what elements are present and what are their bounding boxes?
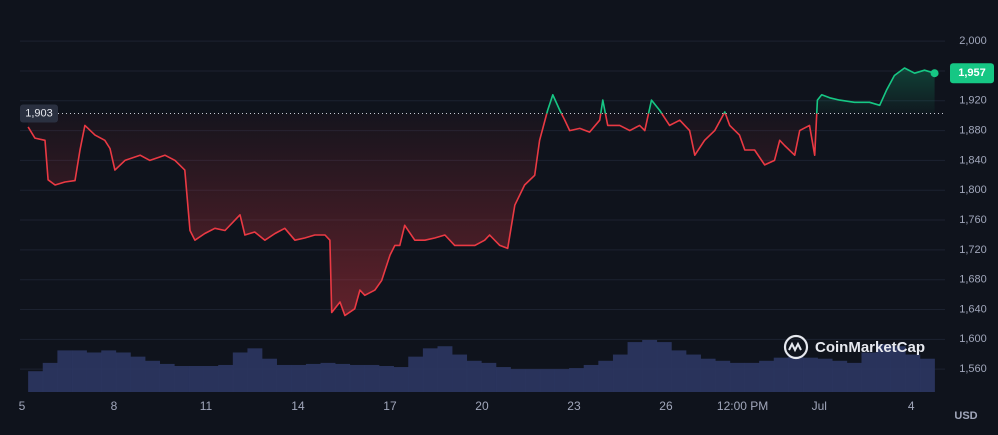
x-tick-label: 23 xyxy=(567,399,581,413)
volume-bar xyxy=(379,366,394,392)
y-tick-label: 1,680 xyxy=(959,274,987,286)
volume-bar xyxy=(832,360,848,392)
price-line xyxy=(27,67,935,317)
volume-bar xyxy=(788,356,804,392)
volume-bar xyxy=(627,342,643,392)
volume-bar xyxy=(876,344,892,392)
baseline-label-box xyxy=(20,104,58,123)
volume-bar xyxy=(642,340,658,392)
volume-bar xyxy=(335,363,351,392)
y-tick-label: 1,880 xyxy=(959,125,987,137)
volume-bar xyxy=(583,364,599,392)
currency-label: USD xyxy=(954,410,977,422)
volume-bar xyxy=(525,369,541,392)
volume-bar xyxy=(452,354,468,392)
volume-bar xyxy=(846,362,862,392)
x-tick-label: 5 xyxy=(19,399,26,413)
x-tick-label: 8 xyxy=(111,399,118,413)
volume-bar xyxy=(817,358,833,392)
volume-bar xyxy=(71,350,87,392)
volume-bar xyxy=(57,350,73,392)
volume-bar xyxy=(569,368,584,392)
y-tick-label: 1,720 xyxy=(959,244,987,256)
y-tick-label: 1,760 xyxy=(959,214,987,226)
volume-bar xyxy=(145,360,161,392)
volume-bar xyxy=(159,363,175,392)
volume-bar xyxy=(276,364,292,392)
volume-bar xyxy=(656,342,672,392)
volume-bar xyxy=(232,352,248,392)
x-tick-label: 11 xyxy=(200,399,213,413)
current-price-box xyxy=(950,63,994,84)
volume-bar xyxy=(218,364,234,392)
volume-bar xyxy=(495,367,511,392)
volume-bar xyxy=(539,369,555,392)
y-tick-label: 1,840 xyxy=(959,154,987,166)
y-tick-label: 1,800 xyxy=(959,184,987,196)
volume-bar xyxy=(598,360,614,392)
volume-bar xyxy=(510,369,526,392)
volume-bar xyxy=(291,364,307,392)
volume-bar xyxy=(700,358,716,392)
watermark: CoinMarketCap xyxy=(783,334,925,360)
current-price-dot xyxy=(930,69,939,78)
volume-bar xyxy=(759,360,775,392)
volume-bar xyxy=(42,362,58,392)
volume-bar xyxy=(305,363,321,392)
volume-bar xyxy=(802,357,818,392)
y-tick-label: 1,600 xyxy=(959,333,987,345)
volume-bar xyxy=(130,356,146,392)
volume-bar xyxy=(481,362,497,392)
volume-bar xyxy=(28,371,44,392)
y-tick-label: 2,000 xyxy=(959,35,987,47)
volume-bar xyxy=(612,354,628,392)
volume-bar xyxy=(671,350,687,392)
volume-bar xyxy=(115,352,131,392)
y-tick-label: 1,920 xyxy=(959,95,987,107)
volume-bar xyxy=(919,358,935,392)
volume-bar xyxy=(247,348,263,392)
volume-bar xyxy=(861,352,877,392)
x-tick-label: 14 xyxy=(291,399,305,413)
volume-bar xyxy=(686,354,701,392)
x-tick-label: 20 xyxy=(475,399,489,413)
y-tick-label: 1,640 xyxy=(959,303,987,315)
volume-bar xyxy=(101,350,117,392)
volume-bar xyxy=(320,362,336,392)
watermark-text: CoinMarketCap xyxy=(815,339,925,356)
current-price-label: 1,957 xyxy=(958,67,986,79)
x-tick-label: 26 xyxy=(659,399,673,413)
x-tick-label: Jul xyxy=(812,399,827,413)
volume-bar xyxy=(554,369,570,392)
volume-bar xyxy=(890,346,906,392)
volume-bar xyxy=(86,352,102,392)
volume-bar xyxy=(905,354,921,392)
volume-bar xyxy=(773,357,789,392)
x-tick-label: 17 xyxy=(383,399,397,413)
volume-bar xyxy=(715,360,731,392)
volume-bar xyxy=(729,362,745,392)
volume-bar xyxy=(437,346,453,392)
volume-bar xyxy=(188,366,204,392)
volume-bar xyxy=(393,367,409,392)
volume-bar xyxy=(174,366,190,392)
volume-bar xyxy=(203,366,219,392)
volume-bar xyxy=(422,348,438,392)
volume-bar xyxy=(744,362,760,392)
x-tick-label: 12:00 PM xyxy=(717,399,768,413)
volume-bar xyxy=(262,358,277,392)
volume-bar xyxy=(349,364,365,392)
volume-bar xyxy=(466,360,482,392)
baseline-label: 1,903 xyxy=(25,107,53,119)
volume-bar xyxy=(364,364,380,392)
volume-bar xyxy=(408,356,424,392)
y-tick-label: 1,560 xyxy=(959,363,987,375)
price-area xyxy=(28,68,935,316)
x-tick-label: 4 xyxy=(908,399,915,413)
